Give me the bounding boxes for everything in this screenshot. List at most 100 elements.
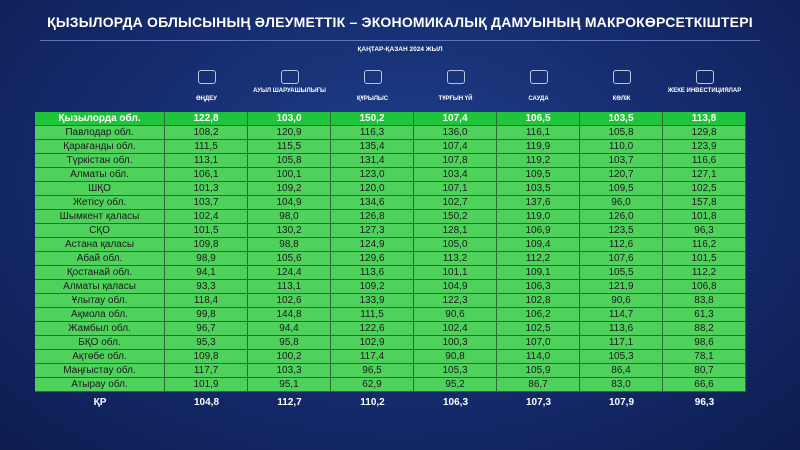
value-cell: 103,3	[248, 364, 331, 378]
value-cell: 135,4	[331, 140, 414, 154]
value-cell: 98,9	[165, 252, 248, 266]
value-cell: 108,2	[165, 126, 248, 140]
value-cell: 126,8	[331, 210, 414, 224]
value-cell: 106,1	[165, 168, 248, 182]
value-cell: 117,7	[165, 364, 248, 378]
value-cell: 115,5	[248, 140, 331, 154]
value-cell: 122,6	[331, 322, 414, 336]
region-name: СҚО	[35, 224, 165, 238]
value-cell: 102,5	[497, 322, 580, 336]
region-name: Маңғыстау обл.	[35, 364, 165, 378]
value-cell: 83,0	[580, 378, 663, 392]
value-cell: 106,5	[497, 112, 580, 126]
value-cell: 103,5	[580, 112, 663, 126]
value-cell: 90,8	[414, 350, 497, 364]
column-header: САУДА	[528, 96, 549, 102]
value-cell: 96,0	[580, 196, 663, 210]
value-cell: 109,2	[331, 280, 414, 294]
value-cell: 113,6	[331, 266, 414, 280]
value-cell: 103,7	[580, 154, 663, 168]
value-cell: 103,7	[165, 196, 248, 210]
value-cell: 105,8	[580, 126, 663, 140]
value-cell: 120,7	[580, 168, 663, 182]
value-cell: 102,4	[165, 210, 248, 224]
value-cell: 109,5	[497, 168, 580, 182]
value-cell: 104,9	[414, 280, 497, 294]
total-value: 107,3	[525, 397, 552, 408]
value-cell: 105,9	[497, 364, 580, 378]
value-cell: 98,8	[248, 238, 331, 252]
value-cell: 101,3	[165, 182, 248, 196]
value-cell: 99,8	[165, 308, 248, 322]
value-cell: 129,6	[331, 252, 414, 266]
value-cell: 126,0	[580, 210, 663, 224]
value-cell: 106,3	[497, 280, 580, 294]
value-cell: 95,8	[248, 336, 331, 350]
value-cell: 113,6	[580, 322, 663, 336]
value-cell: 119,9	[497, 140, 580, 154]
value-cell: 101,5	[663, 252, 746, 266]
value-cell: 103,4	[414, 168, 497, 182]
value-cell: 129,8	[663, 126, 746, 140]
value-cell: 94,4	[248, 322, 331, 336]
value-cell: 105,3	[414, 364, 497, 378]
icon	[529, 70, 548, 84]
value-cell: 120,0	[331, 182, 414, 196]
total-name: ҚР	[93, 397, 107, 408]
value-cell: 130,2	[248, 224, 331, 238]
value-cell: 118,4	[165, 294, 248, 308]
region-name: Жамбыл обл.	[35, 322, 165, 336]
value-cell: 95,2	[414, 378, 497, 392]
value-cell: 150,2	[331, 112, 414, 126]
column-header: ӨҢДЕУ	[195, 96, 217, 102]
icon	[695, 70, 714, 84]
value-cell: 131,4	[331, 154, 414, 168]
value-cell: 144,8	[248, 308, 331, 322]
value-cell: 109,1	[497, 266, 580, 280]
value-cell: 107,4	[414, 112, 497, 126]
value-cell: 112,2	[663, 266, 746, 280]
value-cell: 109,4	[497, 238, 580, 252]
value-cell: 123,9	[663, 140, 746, 154]
value-cell: 119,0	[497, 210, 580, 224]
region-name: Абай обл.	[35, 252, 165, 266]
value-cell: 107,0	[497, 336, 580, 350]
region-name: Ұлытау обл.	[35, 294, 165, 308]
value-cell: 107,8	[414, 154, 497, 168]
value-cell: 113,2	[414, 252, 497, 266]
value-cell: 127,3	[331, 224, 414, 238]
value-cell: 157,8	[663, 196, 746, 210]
value-cell: 101,5	[165, 224, 248, 238]
region-name: Түркістан обл.	[35, 154, 165, 168]
region-name: Алматы обл.	[35, 168, 165, 182]
value-cell: 102,7	[414, 196, 497, 210]
value-cell: 116,2	[663, 238, 746, 252]
value-cell: 112,2	[497, 252, 580, 266]
value-cell: 106,8	[663, 280, 746, 294]
region-name: Астана қаласы	[35, 238, 165, 252]
value-cell: 119,2	[497, 154, 580, 168]
value-cell: 90,6	[580, 294, 663, 308]
region-name: Қызылорда обл.	[35, 112, 165, 126]
value-cell: 112,6	[580, 238, 663, 252]
value-cell: 78,1	[663, 350, 746, 364]
value-cell: 105,8	[248, 154, 331, 168]
value-cell: 122,3	[414, 294, 497, 308]
value-cell: 94,1	[165, 266, 248, 280]
value-cell: 86,7	[497, 378, 580, 392]
value-cell: 123,5	[580, 224, 663, 238]
value-cell: 117,4	[331, 350, 414, 364]
value-cell: 124,4	[248, 266, 331, 280]
column-header: ҚҰРЫЛЫС	[356, 96, 389, 102]
total-value: 112,7	[277, 397, 302, 408]
value-cell: 109,2	[248, 182, 331, 196]
value-cell: 127,1	[663, 168, 746, 182]
value-cell: 80,7	[663, 364, 746, 378]
value-cell: 128,1	[414, 224, 497, 238]
value-cell: 100,2	[248, 350, 331, 364]
value-cell: 109,5	[580, 182, 663, 196]
value-cell: 96,3	[663, 224, 746, 238]
value-cell: 106,9	[497, 224, 580, 238]
value-cell: 100,3	[414, 336, 497, 350]
